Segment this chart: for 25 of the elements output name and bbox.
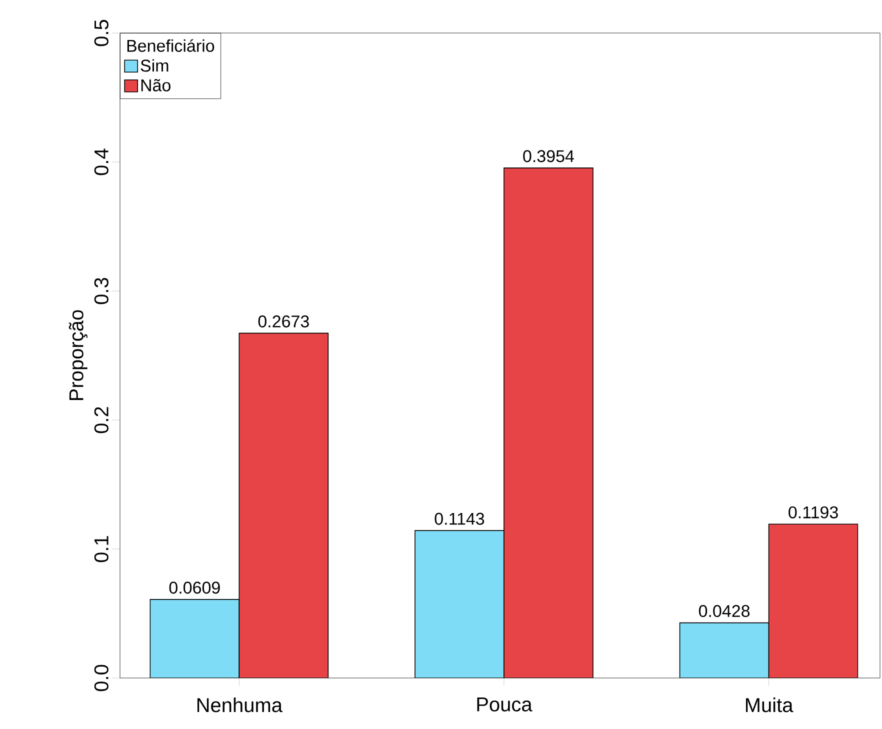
y-tick-label: 0.1 [94, 536, 108, 562]
y-tick-label: 0.4 [94, 148, 108, 176]
x-tick-label: Nenhuma [197, 698, 283, 712]
bar [414, 530, 504, 678]
data-label: 0.0609 [169, 582, 220, 594]
data-label: 0.0428 [698, 605, 750, 618]
x-tick-label: Pouca [477, 698, 532, 712]
bar [768, 524, 858, 678]
legend-label: Não [141, 79, 170, 92]
data-label: 0.1143 [434, 512, 484, 525]
legend-title: Beneficiário [127, 39, 214, 52]
data-label: 0.3954 [523, 150, 574, 162]
x-tick-label: Muita [746, 698, 794, 712]
data-label: 0.2673 [258, 315, 309, 328]
y-tick-label: 0.3 [94, 278, 108, 304]
bar [504, 168, 594, 678]
bar [150, 599, 240, 678]
legend-label: Sim [140, 59, 168, 72]
data-label: 0.1193 [788, 506, 838, 518]
y-tick-label: 0.5 [94, 20, 108, 46]
bar [238, 332, 329, 678]
bar [679, 622, 770, 678]
y-tick-label: 0.0 [94, 664, 108, 692]
y-axis-title: Proporção [68, 310, 88, 400]
y-tick-label: 0.2 [94, 407, 108, 434]
